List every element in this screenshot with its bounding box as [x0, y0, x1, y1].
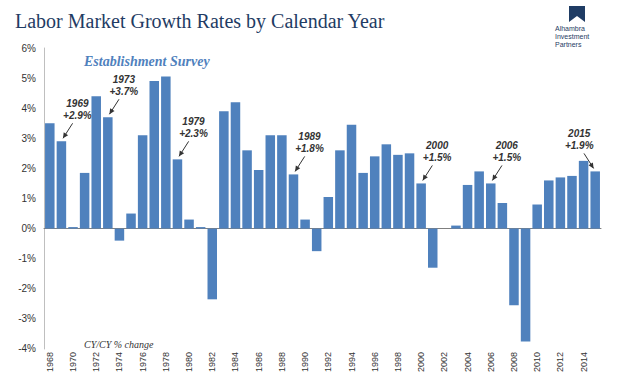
svg-text:0%: 0% [22, 223, 37, 234]
svg-text:+1.8%: +1.8% [295, 143, 324, 154]
svg-text:4%: 4% [22, 103, 37, 114]
svg-text:Investment: Investment [555, 33, 589, 40]
svg-text:1978: 1978 [161, 352, 171, 372]
svg-text:1974: 1974 [114, 352, 124, 372]
svg-text:5%: 5% [22, 73, 37, 84]
svg-text:CY/CY % change: CY/CY % change [84, 339, 154, 350]
svg-text:Establishment Survey: Establishment Survey [83, 54, 210, 69]
svg-text:2008: 2008 [509, 352, 519, 372]
svg-text:6%: 6% [22, 43, 37, 54]
svg-text:+1.9%: +1.9% [565, 140, 594, 151]
svg-text:1982: 1982 [207, 352, 217, 372]
svg-text:1989: 1989 [298, 131, 321, 142]
svg-text:+2.3%: +2.3% [179, 128, 208, 139]
svg-text:1970: 1970 [68, 352, 78, 372]
svg-text:1992: 1992 [323, 352, 333, 372]
svg-text:1968: 1968 [45, 352, 55, 372]
svg-text:1988: 1988 [277, 352, 287, 372]
svg-text:1986: 1986 [254, 352, 264, 372]
svg-text:-3%: -3% [18, 313, 36, 324]
svg-text:Partners: Partners [555, 41, 582, 48]
svg-text:-2%: -2% [18, 283, 36, 294]
svg-text:+1.5%: +1.5% [492, 152, 521, 163]
svg-text:2000: 2000 [425, 140, 449, 151]
svg-text:1973: 1973 [113, 74, 136, 85]
svg-text:2010: 2010 [532, 352, 542, 372]
svg-text:1976: 1976 [138, 352, 148, 372]
svg-text:2015: 2015 [567, 128, 591, 139]
svg-text:-4%: -4% [18, 343, 36, 354]
svg-text:2004: 2004 [463, 352, 473, 372]
svg-text:1980: 1980 [184, 352, 194, 372]
svg-text:2006: 2006 [495, 140, 519, 151]
svg-text:2012: 2012 [555, 352, 565, 372]
svg-text:1979: 1979 [182, 116, 205, 127]
svg-text:Labor Market Growth Rates by C: Labor Market Growth Rates by Calendar Ye… [15, 10, 385, 33]
svg-text:1998: 1998 [393, 352, 403, 372]
svg-text:1972: 1972 [91, 352, 101, 372]
svg-text:2014: 2014 [579, 352, 589, 372]
svg-text:+2.9%: +2.9% [63, 110, 92, 121]
svg-text:2000: 2000 [416, 352, 426, 372]
svg-text:1984: 1984 [230, 352, 240, 372]
svg-text:2006: 2006 [486, 352, 496, 372]
svg-text:+3.7%: +3.7% [110, 86, 139, 97]
svg-text:1990: 1990 [300, 352, 310, 372]
svg-text:1996: 1996 [370, 352, 380, 372]
svg-text:1969: 1969 [66, 98, 89, 109]
svg-text:+1.5%: +1.5% [423, 152, 452, 163]
svg-text:2002: 2002 [439, 352, 449, 372]
svg-text:2%: 2% [22, 163, 37, 174]
svg-text:1994: 1994 [347, 352, 357, 372]
svg-text:1%: 1% [22, 193, 37, 204]
svg-text:Alhambra: Alhambra [555, 25, 585, 32]
svg-text:3%: 3% [22, 133, 37, 144]
svg-text:-1%: -1% [18, 253, 36, 264]
